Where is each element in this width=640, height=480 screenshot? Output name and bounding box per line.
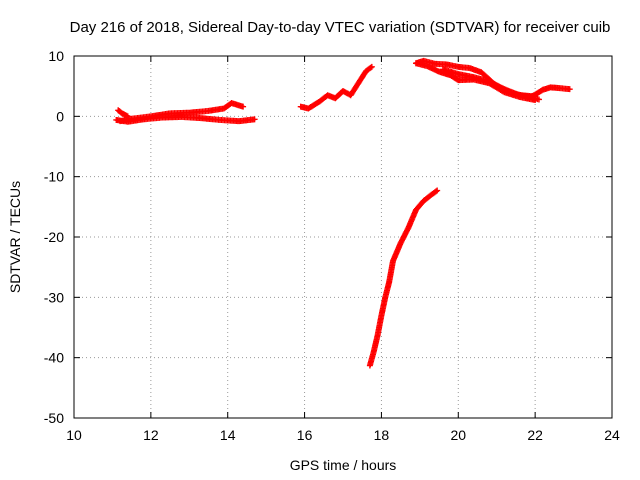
data-point — [432, 188, 439, 195]
data-point — [367, 64, 374, 71]
y-tick-label: -50 — [44, 410, 64, 426]
track-late-evening — [524, 84, 573, 102]
y-axis-title: SDTVAR / TECUs — [7, 181, 23, 293]
track-steep-rise — [366, 187, 441, 369]
chart-title: Day 216 of 2018, Sidereal Day-to-day VTE… — [70, 19, 611, 36]
y-tick-label: 10 — [48, 48, 64, 64]
data-points — [113, 57, 573, 369]
tick-marks — [73, 55, 613, 419]
data-point — [124, 113, 131, 120]
track-morning-hook — [115, 107, 131, 120]
x-tick-label: 22 — [527, 427, 543, 443]
x-axis-title: GPS time / hours — [290, 457, 397, 473]
data-point — [566, 86, 573, 93]
data-point — [434, 187, 441, 194]
y-tick-label: 0 — [56, 108, 64, 124]
y-tick-label: -20 — [44, 229, 64, 245]
track-morning-lower — [113, 113, 258, 125]
x-tick-label: 18 — [374, 427, 390, 443]
x-tick-labels: 10 12 14 16 18 20 22 24 — [66, 427, 620, 443]
x-tick-label: 12 — [143, 427, 159, 443]
x-tick-label: 24 — [604, 427, 620, 443]
grid-lines — [74, 56, 612, 418]
y-tick-label: -40 — [44, 350, 64, 366]
track-midday — [297, 63, 375, 112]
track-evening-middle — [439, 66, 539, 100]
data-point — [240, 103, 247, 110]
y-tick-label: -30 — [44, 289, 64, 305]
y-tick-labels: 10 0 -10 -20 -30 -40 -50 — [44, 48, 64, 426]
x-tick-label: 16 — [297, 427, 313, 443]
y-tick-label: -10 — [44, 169, 64, 185]
x-tick-label: 14 — [220, 427, 236, 443]
x-tick-label: 20 — [450, 427, 466, 443]
data-point — [251, 116, 258, 123]
data-point — [368, 63, 375, 70]
x-tick-label: 10 — [66, 427, 82, 443]
series-sdtvar — [113, 57, 573, 369]
